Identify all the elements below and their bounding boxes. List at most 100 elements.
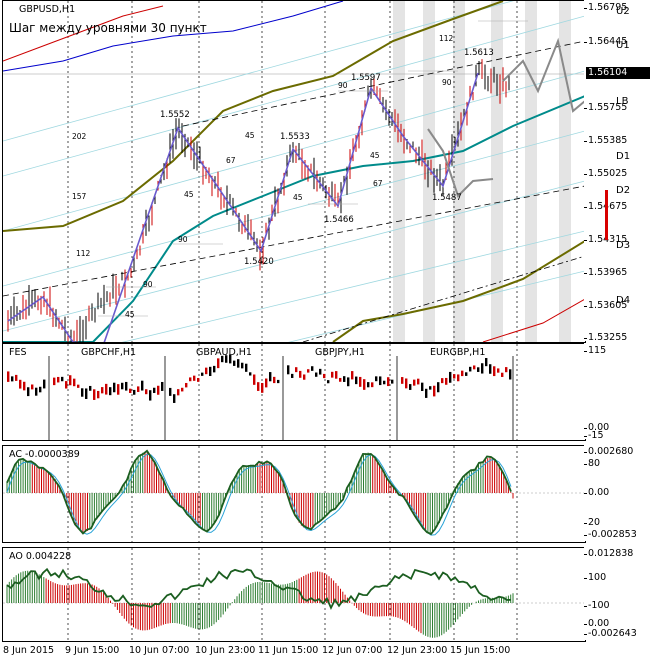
fes-candle	[351, 371, 354, 380]
level-label-d4: D4	[616, 295, 631, 306]
pip-label: 90	[178, 235, 188, 244]
fes-candle	[307, 369, 310, 373]
fes-candle	[409, 384, 412, 390]
ac-canvas	[3, 446, 585, 542]
fes-candle	[145, 389, 148, 395]
fes-candle	[327, 380, 330, 384]
time-tick: 9 Jun 15:00	[65, 645, 120, 656]
forecast-line-high	[502, 37, 585, 113]
fes-candle	[383, 380, 386, 385]
price-tick: 1.56795	[583, 2, 628, 13]
fes-candle	[81, 388, 84, 397]
chart-symbol-title: GBPUSD,H1	[19, 4, 76, 15]
fes-candle	[461, 370, 464, 377]
fes-candle	[359, 376, 362, 387]
fes-candle	[65, 381, 68, 389]
fes-candle	[109, 387, 112, 396]
fes-candle	[367, 382, 370, 388]
session-band	[423, 1, 435, 342]
fes-candle	[505, 367, 508, 373]
fes-tick: -15	[584, 430, 604, 441]
upper-band-red	[3, 5, 164, 62]
pip-label: 45	[184, 190, 194, 199]
ac-tick: 20	[583, 517, 601, 528]
fes-candle	[137, 386, 140, 392]
olive-upper-band	[3, 1, 504, 232]
fes-candle	[413, 379, 416, 386]
fes-candle	[335, 371, 338, 379]
fes-candle	[485, 358, 488, 367]
swing-label: 1.5597	[351, 73, 381, 83]
fes-candle	[77, 384, 80, 388]
time-tick: 8 Jun 2015	[3, 645, 55, 656]
trend-line-upper	[182, 40, 585, 127]
fes-candle	[311, 366, 314, 371]
fes-tick: 115	[583, 345, 607, 356]
fes-candle	[15, 374, 18, 381]
ao-main-line	[6, 567, 512, 610]
fes-candle	[93, 389, 96, 400]
forecast-line-low	[427, 128, 494, 198]
fes-candle	[273, 376, 276, 384]
ao-axis: 0.012838 100 -100 0.00 -0.002643	[583, 547, 650, 640]
channel-line	[3, 1, 514, 142]
fes-candle	[189, 377, 192, 382]
fes-candle	[39, 386, 42, 393]
pip-label: 67	[373, 179, 383, 188]
fes-title: FES	[9, 347, 27, 358]
fes-candle	[181, 387, 184, 392]
fes-candle	[489, 364, 492, 374]
fes-candle	[241, 362, 244, 369]
fes-candle	[493, 366, 496, 377]
pip-label: 90	[442, 78, 452, 87]
ao-tick: -0.002643	[584, 628, 637, 639]
ac-title: AC -0.0000389	[9, 449, 80, 460]
fes-candle	[193, 375, 196, 381]
fes-candle	[387, 377, 390, 387]
pip-label: 45	[293, 193, 303, 202]
ac-pane[interactable]: AC -0.0000389	[2, 445, 586, 543]
swing-label: 1.5466	[324, 215, 354, 225]
price-tick: 1.56445	[583, 36, 628, 47]
fes-candle	[465, 372, 468, 376]
ao-title: AO 0.004228	[9, 551, 72, 562]
fes-candle	[101, 387, 104, 394]
fes-candle	[391, 379, 394, 384]
price-axis[interactable]: 1.56795 1.56445 1.55755 1.55385 1.55025 …	[583, 0, 650, 343]
fes-candle	[437, 382, 440, 393]
upper-band-blue	[3, 1, 344, 72]
fes-candle	[375, 376, 378, 382]
fes-pane[interactable]: FES GBPCHF,H1 GBPAUD,H1 GBPJPY,H1 EURGBP…	[2, 343, 586, 441]
price-tick: 1.55025	[583, 168, 628, 179]
fes-candle	[323, 373, 326, 379]
session-band	[525, 1, 537, 342]
fes-candle	[501, 372, 504, 377]
fes-candle	[141, 380, 144, 391]
fes-candle	[73, 378, 76, 387]
channel-line	[3, 130, 585, 287]
fes-candle	[331, 371, 334, 378]
fes-candle	[27, 387, 30, 397]
fes-candle	[417, 378, 420, 385]
fes-candle	[379, 376, 382, 386]
ao-canvas	[3, 548, 585, 641]
fes-candle	[253, 374, 256, 385]
swing-label: 1.5552	[160, 110, 190, 120]
swing-label: 1.5533	[280, 132, 310, 142]
time-axis[interactable]: 8 Jun 2015 9 Jun 15:00 10 Jun 07:00 10 J…	[0, 641, 584, 660]
fes-candle	[363, 379, 366, 390]
fes-candle	[425, 388, 428, 398]
main-price-pane[interactable]: GBPUSD,H1 Шаг между уровнями 30 пункт 1.…	[2, 0, 586, 343]
step-note: Шаг между уровнями 30 пункт	[9, 21, 207, 35]
ao-tick: -100	[584, 600, 610, 611]
ao-tick: 0.00	[583, 618, 610, 629]
teal-middle-line	[3, 95, 585, 342]
ac-tick: -0.002853	[584, 529, 637, 540]
fes-candle	[229, 354, 232, 364]
pip-label: 90	[338, 81, 348, 90]
ao-pane[interactable]: AO 0.004228	[2, 547, 586, 642]
pip-label: 45	[125, 310, 135, 319]
fes-candle	[401, 377, 404, 384]
price-tick: 1.53605	[583, 300, 628, 311]
pip-label: 67	[226, 156, 236, 165]
